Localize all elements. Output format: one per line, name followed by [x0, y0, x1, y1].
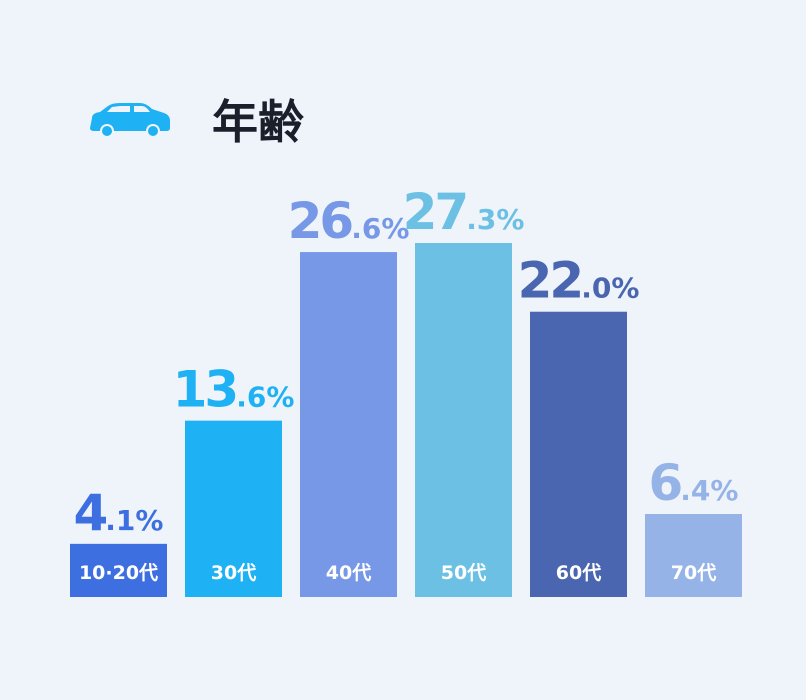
value-label: 26.6% [288, 192, 410, 250]
category-label: 50代 [441, 562, 486, 584]
category-label: 10·20代 [79, 562, 158, 584]
category-label: 60代 [556, 562, 601, 584]
bar [185, 420, 282, 597]
category-label: 40代 [326, 562, 371, 584]
value-label: 22.0% [518, 252, 640, 310]
value-label: 27.3% [403, 183, 525, 241]
bar [300, 252, 397, 598]
bar [645, 514, 742, 597]
bar [530, 311, 627, 597]
chart-title: 年齢 [212, 95, 304, 149]
car-icon [90, 103, 170, 138]
bar [415, 243, 512, 597]
bar [70, 543, 167, 597]
value-label: 4.1% [74, 484, 164, 542]
value-label: 13.6% [173, 361, 295, 419]
value-label: 6.4% [649, 454, 739, 512]
category-label: 70代 [671, 562, 716, 584]
category-label: 30代 [211, 562, 256, 584]
